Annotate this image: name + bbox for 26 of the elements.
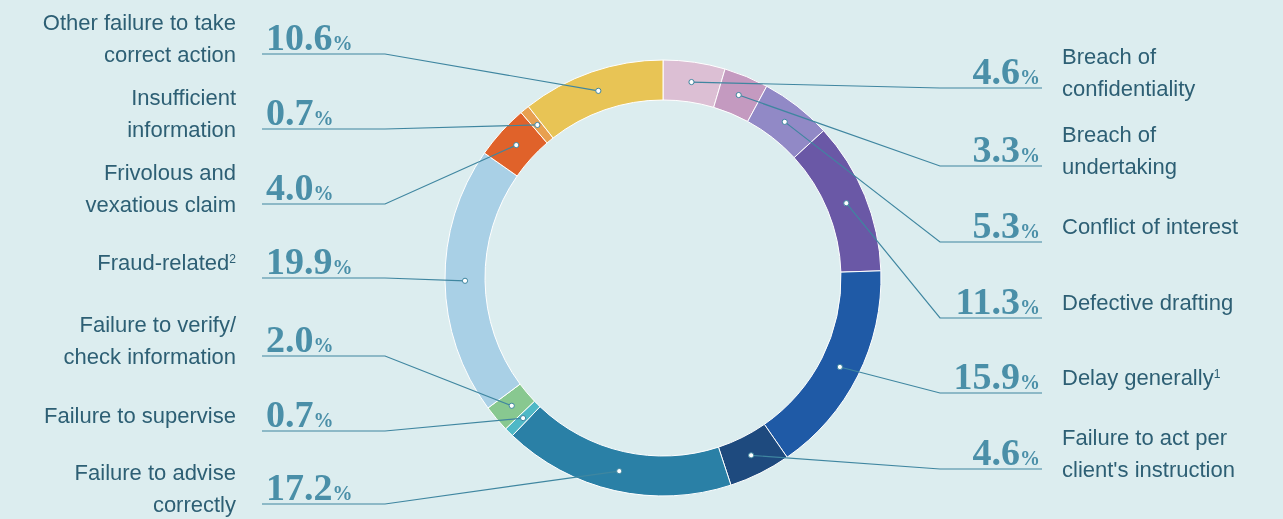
data-label: 11.3% xyxy=(955,280,1040,322)
slice-label: Delay generally$^{1}$ xyxy=(1062,365,1221,390)
slice-label: Insufficient information xyxy=(127,85,236,142)
data-label: 0.7% xyxy=(266,91,334,133)
data-label: 0.7% xyxy=(266,393,334,435)
slice-label: Failure to act per client's instruction xyxy=(1062,425,1235,482)
data-label: 15.9% xyxy=(953,355,1040,397)
slice-label: Fraud-related$^{2}$ xyxy=(97,250,237,275)
data-label: 4.6% xyxy=(972,50,1040,92)
slice-label: Failure to verify/check information xyxy=(63,312,237,369)
slice-label: Conflict of interest xyxy=(1062,214,1239,239)
slice-label: Breach of undertaking xyxy=(1062,122,1177,179)
data-label: 5.3% xyxy=(972,204,1040,246)
slice-label: Defective drafting xyxy=(1062,290,1234,315)
slice-label: Other failure to take correct action xyxy=(42,10,236,67)
data-label: 17.2% xyxy=(266,466,353,508)
data-label: 2.0% xyxy=(266,318,334,360)
slice-label: Failure to advise correctly xyxy=(74,460,236,517)
slice-label: Failure to supervise xyxy=(44,403,236,428)
data-label: 4.0% xyxy=(266,166,334,208)
data-label: 19.9% xyxy=(266,240,353,282)
data-label: 10.6% xyxy=(266,16,353,58)
slice-label: Frivolous and vexatious claim xyxy=(85,160,236,217)
data-label: 3.3% xyxy=(972,128,1040,170)
data-label: 4.6% xyxy=(972,431,1040,473)
slice-label: Breach of confidentiality xyxy=(1062,44,1196,101)
